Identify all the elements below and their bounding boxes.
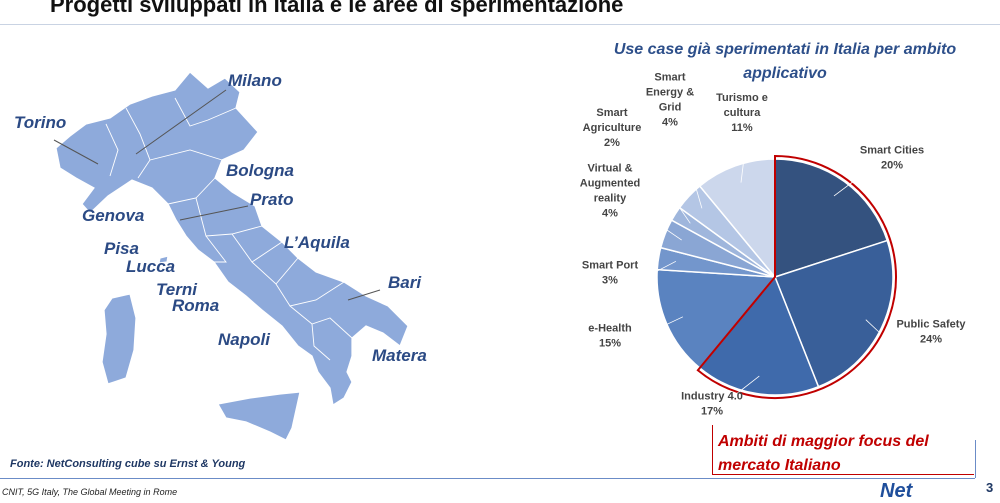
leader-line-smart-cities (833, 171, 867, 197)
pie-label-industry-4-0: Industry 4.0 17% (681, 391, 743, 418)
leader-line-industry-4-0 (734, 375, 760, 396)
pie-slice-e-health (656, 268, 777, 369)
leader-line-smart-port (639, 260, 677, 281)
pie-label-smart-energy-grid: Smart Energy & Grid 4% (646, 72, 694, 129)
city-label-bologna: Bologna (226, 161, 294, 180)
pie-label-e-health: e-Health 15% (588, 323, 632, 350)
city-label-torino: Torino (14, 113, 67, 132)
source-note: Fonte: NetConsulting cube su Ernst & You… (10, 458, 246, 470)
islands (101, 255, 301, 441)
city-label-laquila: L’Aquila (284, 233, 350, 252)
pie-label-smart-agriculture: Smart Agriculture 2% (583, 107, 642, 149)
city-label-napoli: Napoli (218, 330, 270, 349)
pie-label-virtual-augmented-reality: Virtual & Augmented reality 4% (580, 163, 641, 220)
city-label-prato: Prato (250, 190, 294, 209)
pie-slice-turismo-e-cultura (698, 158, 776, 280)
leader-line-e-health (639, 316, 684, 338)
city-label-pisa: Pisa (104, 239, 139, 258)
title-divider (0, 24, 1000, 25)
page-title: Progetti sviluppati in Italia e le aree … (50, 0, 624, 17)
city-label-milano: Milano (228, 71, 282, 90)
pie-label-smart-port: Smart Port 3% (582, 260, 639, 287)
city-label-roma: Roma (172, 296, 220, 315)
city-label-matera: Matera (372, 346, 427, 365)
sicily (217, 391, 301, 441)
focus-highlight-outline (696, 154, 897, 399)
leader-line-smart-energy-grid (684, 149, 703, 209)
footer-caption: CNIT, 5G Italy, The Global Meeting in Ro… (2, 487, 178, 497)
netconsulting-logo: Net (880, 480, 913, 502)
pie-label-turismo-e-cultura: Turismo e cultura 11% (716, 92, 768, 134)
city-label-genova: Genova (82, 206, 145, 225)
leader-line-smart-agriculture (639, 149, 691, 224)
source-divider-vertical (975, 440, 976, 478)
city-label-terni: Terni (156, 280, 197, 299)
leader-line-turismo-e-cultura (740, 149, 746, 183)
leader-line-public-safety (865, 319, 881, 334)
pie-label-public-safety: Public Safety 24% (896, 319, 966, 346)
pie-slice-smart-cities (774, 158, 889, 279)
elba (158, 255, 169, 264)
leader-line-virtual-augmented-reality (644, 214, 682, 241)
focus-note-frame (712, 425, 974, 475)
leader-lines (53, 89, 381, 301)
city-label-lucca: Lucca (126, 257, 176, 276)
chart-title: Use case già sperimentati in Italia per … (613, 41, 957, 82)
page-number: 3 (986, 480, 994, 495)
city-label-bari: Bari (388, 273, 422, 292)
source-divider (0, 478, 975, 479)
focus-note: Ambiti di maggior focus del mercato Ital… (718, 433, 929, 474)
italy-map (53, 71, 409, 441)
pie-slice-industry-4-0 (698, 275, 820, 396)
sardinia (101, 293, 137, 385)
pie-label-smart-cities: Smart Cities 20% (860, 145, 924, 172)
